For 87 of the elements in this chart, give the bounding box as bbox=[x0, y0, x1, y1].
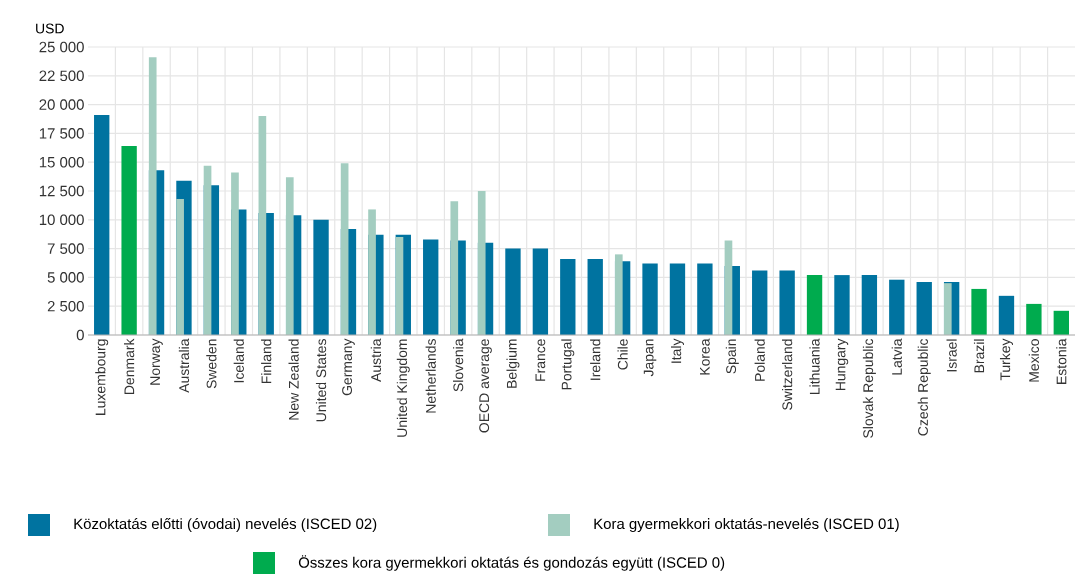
x-tick-label: Germany bbox=[342, 338, 355, 396]
x-tick-label: Korea bbox=[700, 338, 710, 375]
bar bbox=[231, 172, 239, 335]
bar bbox=[861, 275, 878, 335]
bar bbox=[1026, 303, 1042, 335]
x-tick-label: Belgium bbox=[506, 339, 520, 388]
bar bbox=[779, 270, 795, 335]
x-tick-label: New Zealand bbox=[288, 339, 299, 420]
x-tick-label: Latvia bbox=[891, 338, 902, 375]
bar bbox=[368, 209, 376, 335]
bar bbox=[614, 254, 623, 335]
x-tick-label: Finland bbox=[261, 339, 272, 384]
bar bbox=[560, 258, 576, 335]
bar bbox=[203, 165, 212, 335]
x-tick-label: Austria bbox=[370, 338, 381, 382]
bar bbox=[477, 191, 486, 335]
x-tick-label: Lithuania bbox=[809, 338, 820, 394]
x-tick-label: Turkey bbox=[999, 338, 1013, 381]
x-tick-label: Portugal bbox=[561, 339, 575, 390]
x-tick-label: Netherlands bbox=[425, 339, 436, 413]
bar bbox=[313, 219, 329, 335]
x-tick-label: Estonia bbox=[1056, 338, 1067, 384]
x-tick-label: Norway bbox=[150, 338, 163, 385]
bar bbox=[505, 248, 521, 335]
bar bbox=[943, 283, 952, 335]
bar bbox=[395, 237, 404, 335]
x-tick-label: Denmark bbox=[124, 338, 135, 394]
bar bbox=[532, 248, 549, 335]
y-tick-label: 17 500 bbox=[39, 128, 84, 139]
bar bbox=[669, 263, 686, 335]
bar bbox=[998, 295, 1015, 335]
y-tick-label: 0 bbox=[76, 329, 84, 341]
bar bbox=[340, 163, 349, 335]
bar bbox=[121, 146, 137, 335]
y-tick-label: 12 500 bbox=[39, 185, 84, 197]
bar bbox=[642, 263, 658, 335]
legend-label: Összes kora gyermekkori oktatás és gondozás együtt (ISCED 0) bbox=[298, 555, 725, 571]
x-tick-label: Luxembourg bbox=[95, 339, 109, 415]
x-tick-label: Ireland bbox=[590, 339, 601, 380]
x-tick-label: France bbox=[535, 339, 546, 381]
bar bbox=[176, 199, 184, 335]
x-tick-label: Poland bbox=[754, 339, 765, 381]
bar bbox=[450, 201, 459, 335]
bar bbox=[834, 275, 850, 335]
x-tick-label: Australia bbox=[178, 338, 190, 393]
y-tick-label: 15 000 bbox=[39, 156, 84, 168]
y-tick-label: 22 500 bbox=[39, 70, 84, 82]
x-tick-label: Mexico bbox=[1028, 339, 1040, 382]
x-tick-label: Switzerland bbox=[782, 339, 793, 410]
bar bbox=[423, 239, 439, 335]
bar bbox=[916, 282, 932, 335]
y-tick-label: 2 500 bbox=[47, 300, 84, 312]
x-tick-label: Brazil bbox=[973, 339, 985, 373]
x-tick-label: Japan bbox=[643, 339, 657, 377]
y-tick-label: 5 000 bbox=[47, 272, 84, 283]
y-tick-label: 20 000 bbox=[39, 99, 84, 110]
x-tick-label: Israel bbox=[946, 339, 957, 372]
bar bbox=[806, 275, 823, 335]
bar bbox=[148, 57, 157, 335]
legend-label: Kora gyermekkori oktatás-nevelés (ISCED 01) bbox=[594, 517, 899, 533]
x-tick-label: Sweden bbox=[206, 339, 217, 389]
x-tick-label: Spain bbox=[725, 339, 739, 374]
x-tick-label: Slovak Republic bbox=[862, 338, 876, 438]
x-tick-label: United Kingdom bbox=[396, 339, 410, 437]
x-tick-label: Czech Republic bbox=[917, 338, 931, 436]
x-tick-label: Hungary bbox=[835, 338, 849, 391]
bar bbox=[258, 116, 267, 335]
bar bbox=[752, 270, 768, 335]
bar bbox=[971, 288, 987, 335]
y-tick-label: 25 000 bbox=[39, 41, 84, 53]
y-tick-label: 10 000 bbox=[39, 214, 84, 226]
bar bbox=[1053, 310, 1069, 335]
y-tick-label: 7 500 bbox=[47, 243, 84, 254]
bar bbox=[697, 263, 713, 335]
bar bbox=[285, 177, 294, 335]
bar bbox=[724, 240, 733, 335]
bar bbox=[889, 279, 905, 335]
x-tick-label: OECD average bbox=[479, 339, 492, 433]
x-tick-label: United States bbox=[315, 339, 327, 422]
bar bbox=[587, 258, 603, 335]
x-tick-label: Italy bbox=[670, 338, 684, 363]
legend-label: Közoktatás előtti (óvodai) nevelés (ISCED 02) bbox=[74, 517, 377, 533]
bar bbox=[94, 114, 110, 335]
x-tick-label: Slovenia bbox=[453, 338, 464, 392]
y-axis-title: USD bbox=[36, 23, 64, 34]
x-tick-label: Iceland bbox=[233, 339, 244, 383]
x-tick-label: Chile bbox=[617, 339, 628, 370]
